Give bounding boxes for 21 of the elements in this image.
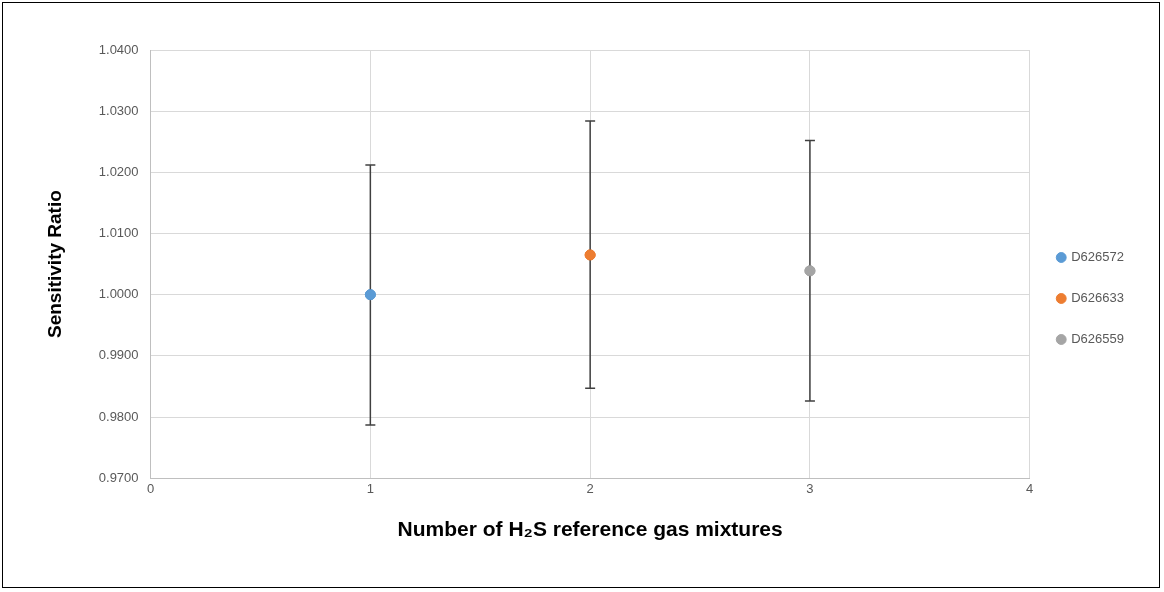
y-tick-label: 1.0100: [98, 225, 139, 241]
x-axis-title: Number of H₂S reference gas mixtures: [397, 517, 783, 541]
y-tick-label: 0.9700: [98, 469, 139, 485]
x-tick-label: 2: [586, 480, 594, 496]
x-tick-label: 0: [146, 480, 155, 496]
x-tick-label: 3: [806, 480, 814, 496]
point: [364, 289, 376, 301]
y-tick-label: 0.9900: [98, 347, 139, 363]
legend-label: D626572: [1071, 249, 1125, 265]
y-tick-label: 0.9800: [98, 408, 139, 424]
x-tick-label: 4: [1026, 480, 1034, 496]
x-tick-label: 1: [366, 480, 374, 496]
y-tick-label: 1.0000: [98, 286, 139, 302]
y-axis-title: Sensitivity Ratio: [43, 190, 65, 339]
y-tick-label: 1.0400: [98, 41, 139, 57]
legend-label: D626559: [1071, 331, 1125, 347]
y-tick-label: 1.0200: [98, 163, 139, 179]
point: [804, 265, 816, 277]
legend-label: D626633: [1071, 290, 1125, 306]
point: [584, 249, 596, 261]
y-tick-label: 1.0300: [98, 102, 139, 118]
